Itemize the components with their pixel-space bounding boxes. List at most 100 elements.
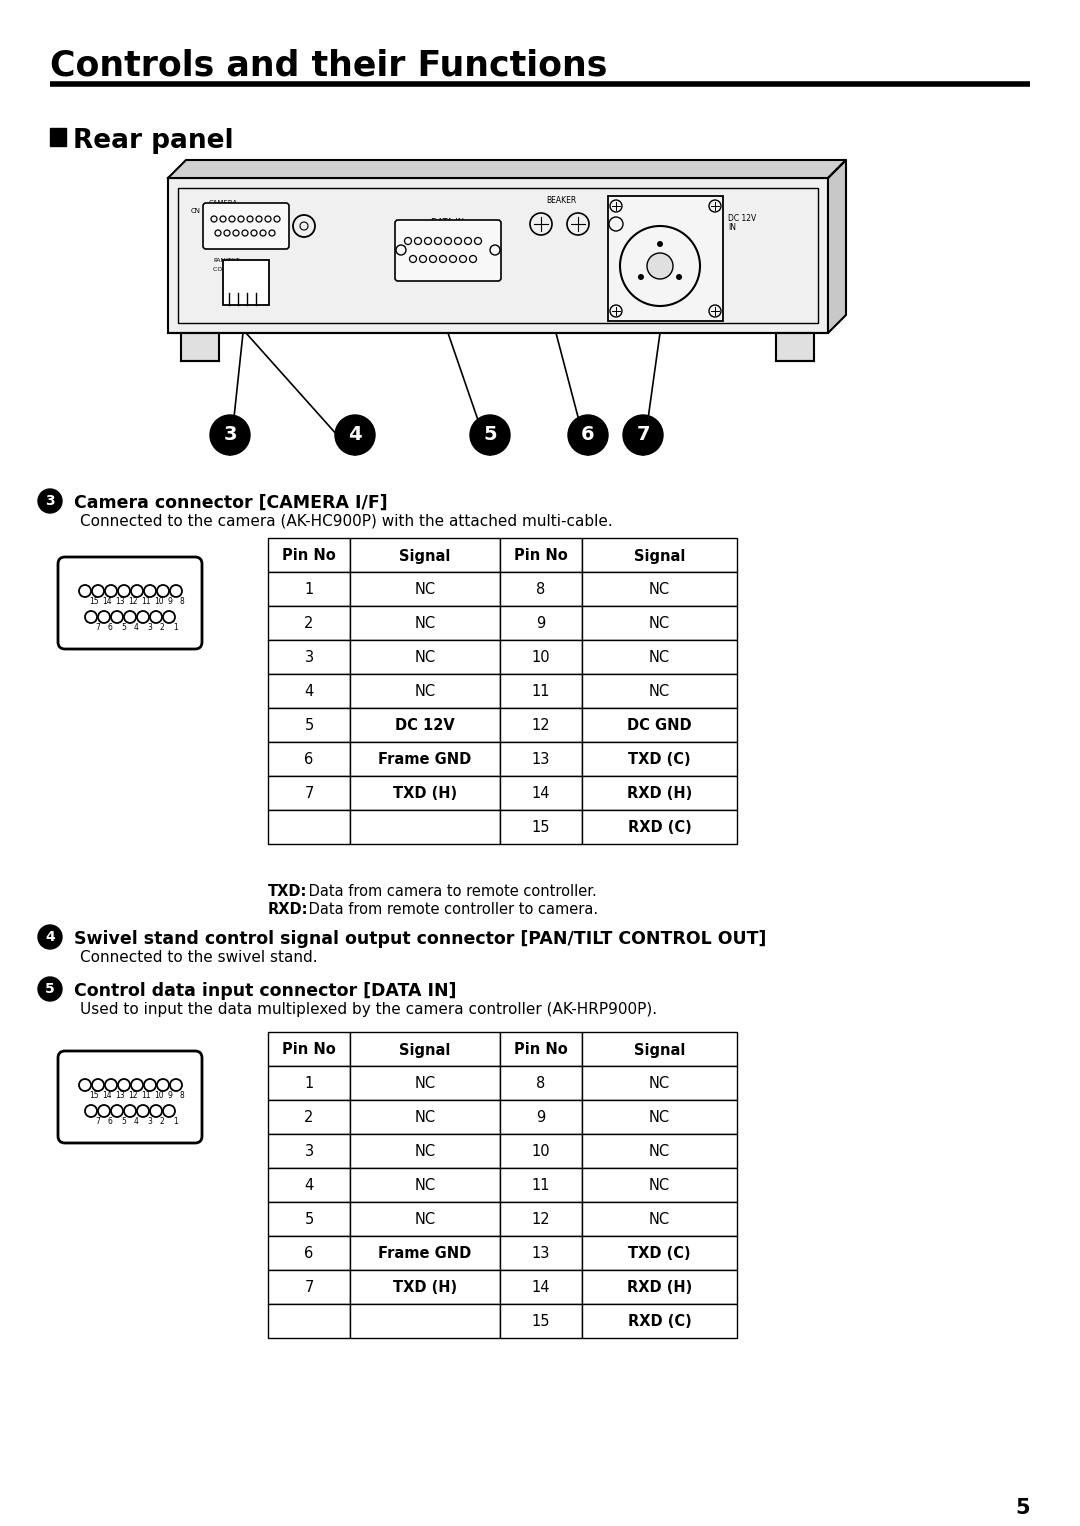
Text: RXD (C): RXD (C): [627, 1314, 691, 1329]
Text: 6: 6: [108, 623, 113, 632]
Bar: [500, 1100, 582, 1134]
Circle shape: [568, 415, 608, 455]
Bar: [500, 1236, 582, 1270]
Text: 10: 10: [531, 1144, 551, 1160]
Bar: [268, 1100, 350, 1134]
Text: 5: 5: [45, 983, 55, 996]
FancyBboxPatch shape: [777, 333, 814, 362]
Text: TXD (H): TXD (H): [393, 786, 457, 801]
Bar: [268, 1134, 350, 1167]
Text: Signal: Signal: [634, 548, 685, 563]
FancyBboxPatch shape: [181, 333, 219, 362]
Text: 6: 6: [305, 1247, 313, 1262]
Bar: [350, 1100, 500, 1134]
Text: NC: NC: [649, 1111, 670, 1126]
Text: 9: 9: [167, 597, 172, 606]
Bar: [582, 1100, 737, 1134]
Bar: [500, 1134, 582, 1167]
Bar: [582, 606, 737, 639]
Text: NC: NC: [415, 650, 435, 665]
Text: PAN/TILT: PAN/TILT: [213, 256, 240, 262]
Bar: [268, 1202, 350, 1236]
Circle shape: [647, 253, 673, 279]
Text: Connected to the swivel stand.: Connected to the swivel stand.: [80, 951, 318, 964]
Bar: [500, 1270, 582, 1305]
Text: 7: 7: [95, 1117, 99, 1126]
Text: 9: 9: [537, 617, 545, 632]
Text: NC: NC: [415, 583, 435, 598]
Text: 8: 8: [180, 1091, 185, 1100]
Circle shape: [38, 925, 62, 949]
Text: 12: 12: [129, 1091, 137, 1100]
Text: 9: 9: [167, 1091, 172, 1100]
Text: 5: 5: [121, 1117, 126, 1126]
Circle shape: [657, 241, 663, 247]
Bar: [268, 572, 350, 606]
Text: Pin No: Pin No: [514, 548, 568, 563]
Text: 5: 5: [1015, 1499, 1030, 1518]
Bar: [582, 1032, 737, 1067]
Circle shape: [638, 275, 644, 279]
Bar: [500, 572, 582, 606]
Text: DC GND: DC GND: [627, 719, 692, 734]
Bar: [350, 1202, 500, 1236]
Text: Rear panel: Rear panel: [73, 128, 233, 154]
Bar: [582, 1270, 737, 1305]
Text: 3: 3: [147, 1117, 152, 1126]
Bar: [500, 777, 582, 810]
Text: 1: 1: [173, 1117, 178, 1126]
Text: IN: IN: [728, 223, 735, 232]
Bar: [268, 1236, 350, 1270]
Bar: [500, 1167, 582, 1202]
Bar: [582, 1067, 737, 1100]
Text: 6: 6: [305, 752, 313, 768]
Bar: [350, 1236, 500, 1270]
Text: CAMERA: CAMERA: [208, 200, 238, 206]
Bar: [268, 539, 350, 572]
Text: 15: 15: [89, 1091, 98, 1100]
Bar: [582, 1134, 737, 1167]
Bar: [582, 539, 737, 572]
Text: 7: 7: [305, 1280, 313, 1296]
Bar: [350, 742, 500, 777]
Text: NC: NC: [415, 1076, 435, 1091]
Bar: [582, 742, 737, 777]
Bar: [350, 606, 500, 639]
Text: DATA IN: DATA IN: [431, 218, 464, 227]
Bar: [350, 572, 500, 606]
FancyBboxPatch shape: [58, 1051, 202, 1143]
Text: NC: NC: [649, 1213, 670, 1227]
Text: 10: 10: [154, 1091, 164, 1100]
Text: Signal: Signal: [400, 1042, 450, 1058]
Bar: [268, 674, 350, 708]
Bar: [582, 1236, 737, 1270]
Text: TXD (H): TXD (H): [393, 1280, 457, 1296]
Text: RXD (H): RXD (H): [626, 1280, 692, 1296]
Bar: [500, 708, 582, 742]
Bar: [268, 777, 350, 810]
Bar: [582, 777, 737, 810]
Bar: [500, 606, 582, 639]
Bar: [350, 1032, 500, 1067]
Text: 8: 8: [537, 583, 545, 598]
Bar: [350, 1270, 500, 1305]
Text: 6: 6: [108, 1117, 113, 1126]
Text: 11: 11: [531, 1178, 550, 1193]
Bar: [608, 195, 723, 320]
Text: Connected to the camera (AK-HC900P) with the attached multi-cable.: Connected to the camera (AK-HC900P) with…: [80, 514, 612, 530]
Text: RXD (C): RXD (C): [627, 821, 691, 836]
Text: Signal: Signal: [400, 548, 450, 563]
Text: CONTROL OUT: CONTROL OUT: [213, 267, 259, 272]
Bar: [582, 1167, 737, 1202]
Text: 2: 2: [305, 617, 313, 632]
Text: 9: 9: [537, 1111, 545, 1126]
Bar: [500, 1202, 582, 1236]
Text: 13: 13: [114, 1091, 124, 1100]
Circle shape: [335, 415, 375, 455]
Bar: [500, 810, 582, 844]
Text: TXD (C): TXD (C): [629, 752, 691, 768]
Text: RXD:: RXD:: [268, 902, 309, 917]
Text: NC: NC: [649, 617, 670, 632]
Bar: [500, 539, 582, 572]
Text: 14: 14: [102, 597, 111, 606]
